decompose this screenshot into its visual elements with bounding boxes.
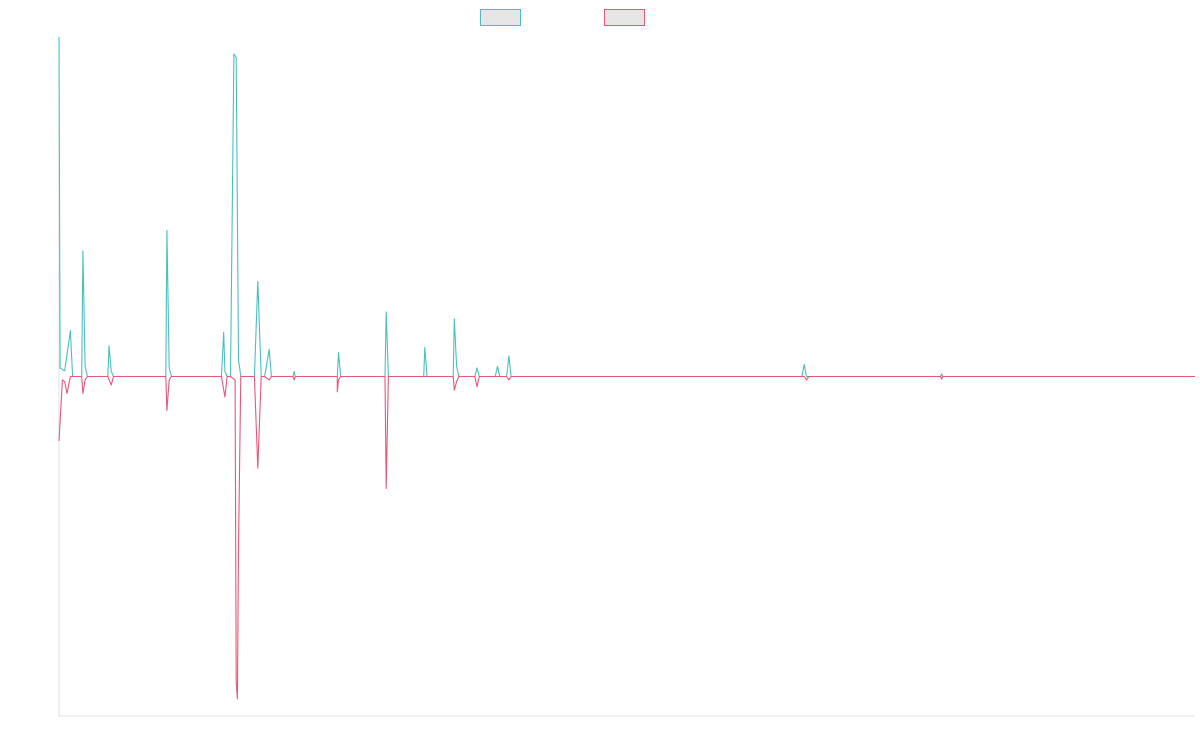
series-line-2 [58,375,1195,700]
series-line-1 [58,36,1195,378]
legend [480,9,645,26]
legend-swatch-2[interactable] [604,9,645,26]
series-layer [58,36,1195,700]
legend-swatch-1[interactable] [480,9,521,26]
